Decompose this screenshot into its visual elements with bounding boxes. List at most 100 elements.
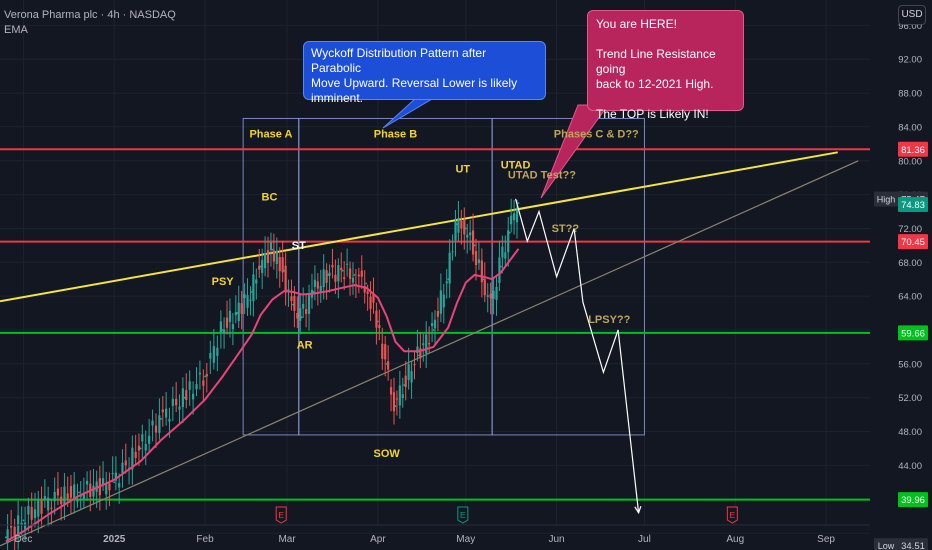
price-badge <box>898 141 928 157</box>
candle-body <box>448 252 451 284</box>
candle-body <box>101 478 105 485</box>
candle-body <box>53 491 56 502</box>
candle-body <box>20 522 23 526</box>
candle-body <box>366 291 369 294</box>
currency-button[interactable]: USD <box>898 5 926 25</box>
candle-body <box>460 220 463 229</box>
resistance-trendline <box>0 151 838 303</box>
candle-body <box>69 485 73 498</box>
price-tick: 56.00 <box>898 359 922 370</box>
candle-body <box>492 290 495 299</box>
candle-body <box>144 443 147 451</box>
candle-body <box>363 286 366 293</box>
candle-body <box>131 447 134 470</box>
price-tick: 80.00 <box>898 156 922 167</box>
earnings-marker[interactable]: E <box>275 506 287 524</box>
candle-body <box>181 388 184 408</box>
earnings-icon <box>726 506 738 524</box>
close-point <box>394 405 397 408</box>
candle-body <box>165 408 168 418</box>
close-point <box>482 278 485 281</box>
candle-body <box>504 252 507 259</box>
candle-body <box>108 483 111 491</box>
candle-body <box>331 264 334 268</box>
candle-body <box>209 353 212 359</box>
candle-body <box>398 385 401 406</box>
candle-body <box>151 420 154 426</box>
candle-body <box>486 295 489 297</box>
indicator-label[interactable]: EMA <box>4 24 28 36</box>
candle-body <box>178 406 181 410</box>
candle-body <box>293 295 296 311</box>
close-point <box>365 282 368 285</box>
candle-body <box>343 277 346 280</box>
candle-body <box>515 209 519 223</box>
price-tick: 92.00 <box>898 55 922 66</box>
candle-body <box>141 434 144 442</box>
price-badge-text: 39.96 <box>901 495 925 506</box>
close-point <box>183 396 186 399</box>
earnings-marker[interactable]: E <box>726 506 738 524</box>
close-point <box>271 248 274 251</box>
price-badge-prefix-text: Low <box>878 541 895 550</box>
candle-body <box>471 230 475 255</box>
candle-body <box>222 329 226 334</box>
price-tick: 64.00 <box>898 292 922 303</box>
candle-body <box>249 299 252 301</box>
candle-body <box>195 384 198 390</box>
close-point <box>160 417 163 420</box>
close-point <box>341 269 344 272</box>
time-tick: Aug <box>726 534 744 545</box>
price-badge <box>898 492 928 508</box>
close-point <box>517 202 520 204</box>
close-point <box>236 312 239 314</box>
candle-body <box>389 387 393 395</box>
candle-body <box>154 425 158 433</box>
candle-body <box>357 274 360 277</box>
wyckoff-label: UTAD <box>501 159 531 171</box>
candle-body <box>237 302 240 322</box>
price-badge-text: 74.83 <box>901 200 925 211</box>
close-point <box>456 223 458 226</box>
candle-body <box>369 296 372 309</box>
candle-body <box>433 319 437 329</box>
candle-body <box>225 317 229 328</box>
candle-body <box>457 217 460 233</box>
candle-body <box>205 373 208 377</box>
candle-body <box>392 392 396 412</box>
candle-body <box>296 313 299 319</box>
price-badge-text: 59.66 <box>901 328 925 339</box>
candle-body <box>269 242 273 251</box>
price-tick: 48.00 <box>898 427 922 438</box>
annotation-line: imminent. <box>311 91 364 105</box>
candle-body <box>216 347 219 356</box>
phase-label: Phases C & D?? <box>554 128 639 140</box>
earnings-label: E <box>460 510 466 520</box>
candle-body <box>17 515 20 537</box>
candle-body <box>121 462 124 474</box>
candle-body <box>114 472 117 481</box>
price-badge-prefix <box>874 191 898 207</box>
candle-body <box>258 265 261 270</box>
candle-body <box>325 270 328 283</box>
close-point <box>403 384 406 386</box>
candle-body <box>489 293 492 299</box>
price-tick: 88.00 <box>898 89 922 100</box>
candle-body <box>30 506 33 520</box>
candle-body <box>261 259 264 273</box>
you-are-here-annotation-box[interactable]: You are HERE! Trend Line Resistance goin… <box>587 10 744 121</box>
wyckoff-annotation-box[interactable]: Wyckoff Distribution Pattern after Parab… <box>303 41 546 105</box>
candle-body <box>148 435 151 444</box>
candle-body <box>43 496 46 500</box>
candle-body <box>498 257 501 283</box>
candle-body <box>252 274 255 302</box>
phase-label: Phase A <box>249 128 292 140</box>
earnings-marker[interactable]: E <box>457 506 469 524</box>
candle-body <box>337 265 340 282</box>
candle-body <box>6 529 9 544</box>
close-point <box>221 329 224 331</box>
time-tick: Mar <box>278 534 296 545</box>
candle-body <box>495 286 498 300</box>
close-point <box>447 278 450 281</box>
close-point <box>312 291 315 293</box>
